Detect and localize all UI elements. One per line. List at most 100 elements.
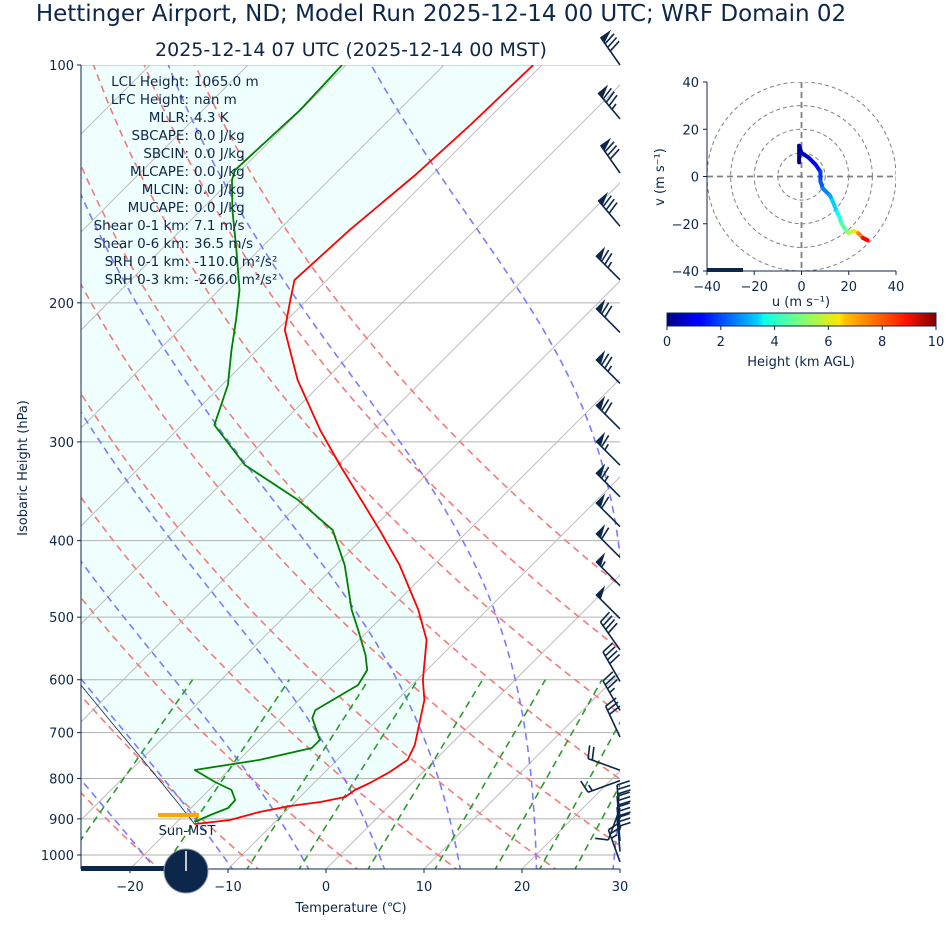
barb-full	[616, 812, 630, 819]
barb-flag	[595, 585, 606, 600]
barb-full	[600, 466, 610, 479]
barb-half	[600, 561, 606, 568]
barb-flag	[598, 191, 609, 206]
stat-label: SRH 0-3 km:	[105, 272, 189, 288]
wind-barb	[616, 791, 631, 831]
y-tick-label: 800	[49, 772, 74, 787]
dry-adiabat-line	[81, 596, 359, 869]
y-axis-ticks: 100 200 300 400 500 600 700 800 900 1000	[41, 59, 81, 864]
colorbar-label: Height (km AGL)	[747, 355, 855, 370]
x-tick-label: 30	[612, 880, 629, 895]
barb-full	[609, 826, 622, 835]
hodograph: −40−40 −20 −20 0 0 20 20 40 40 u (m s⁻¹) v (m s⁻…	[653, 76, 904, 310]
barb-full	[591, 746, 595, 761]
barb-full	[604, 141, 615, 153]
stat-value: -266.0 m²/s²	[194, 272, 277, 288]
hodograph-progress-bar	[707, 268, 743, 272]
mixing-ratio-line	[538, 720, 620, 869]
wind-barb	[595, 493, 621, 528]
mixing-ratio-line	[367, 679, 484, 869]
barb-half	[611, 103, 617, 110]
hodo-y-tick-label: 40	[682, 76, 699, 91]
barb-full	[609, 654, 621, 665]
y-tick-label: 200	[49, 297, 74, 312]
isotherm-line	[227, 476, 620, 869]
hodograph-x-label: u (m s⁻¹)	[772, 295, 830, 310]
barb-flag	[595, 493, 606, 508]
stat-value: 7.1 m/s	[194, 218, 245, 234]
cin-area	[81, 65, 534, 825]
temperature-line	[194, 65, 534, 825]
hodograph-trace	[797, 143, 870, 243]
barb-staff	[616, 784, 621, 819]
y-tick-label: 600	[49, 674, 74, 689]
barb-full	[605, 91, 615, 103]
dry-adiabats	[81, 65, 620, 869]
stat-value: -110.0 m²/s²	[194, 254, 277, 270]
wind-barb	[599, 611, 621, 651]
barb-flag	[600, 29, 612, 43]
barb-full	[604, 356, 613, 369]
stat-value: 0.0 J/kg	[194, 200, 245, 216]
barb-full	[607, 701, 619, 711]
mixing-ratio-line	[298, 679, 419, 869]
barb-full	[617, 789, 631, 795]
hodograph-segment	[860, 235, 870, 243]
stat-value: 0.0 J/kg	[194, 128, 245, 144]
x-tick-label: 0	[322, 880, 330, 895]
hodo-y-tick-label: −40	[672, 265, 699, 280]
barb-full	[607, 144, 618, 156]
barb-half	[607, 261, 613, 269]
barb-full	[617, 811, 631, 817]
wind-barb	[595, 552, 621, 587]
barb-full	[607, 622, 618, 634]
colorbar-gradient	[666, 312, 937, 327]
barb-full	[604, 252, 613, 265]
barb-full	[600, 435, 610, 448]
isotherm-line	[81, 280, 620, 821]
barb-staff	[604, 705, 621, 738]
wind-barbs	[580, 29, 631, 863]
barb-staff	[602, 651, 621, 682]
barb-full	[616, 791, 630, 797]
barb-full	[617, 821, 631, 828]
barb-full	[606, 650, 618, 661]
moist-adiabat-line	[81, 410, 386, 869]
moist-adiabat-line	[81, 778, 157, 869]
barb-full	[600, 353, 610, 366]
barb-flag	[595, 395, 606, 411]
wind-barb	[595, 246, 621, 281]
stat-value: 0.0 J/kg	[194, 146, 245, 162]
colorbar-tick-label: 8	[878, 335, 886, 350]
isotherm-line	[81, 84, 620, 625]
hodo-x-tick-label: 40	[888, 280, 905, 295]
mixing-ratio-line	[434, 679, 547, 869]
barb-full	[595, 837, 609, 841]
barb-half	[607, 365, 613, 372]
barb-full	[608, 705, 621, 715]
stat-label: LCL Height:	[111, 74, 189, 90]
stat-label: MUCAPE:	[128, 200, 189, 216]
stat-label: MLCIN:	[142, 182, 189, 198]
barb-flag	[595, 246, 606, 261]
barb-half	[604, 443, 610, 451]
hodo-x-tick-label: 0	[797, 280, 805, 295]
profiles	[81, 65, 534, 825]
wind-barb	[595, 431, 621, 466]
barb-full	[599, 611, 611, 623]
sun-indicator-bar	[158, 813, 199, 817]
barb-full	[608, 202, 618, 214]
wind-barb	[597, 84, 621, 120]
colorbar-tick-label: 0	[663, 335, 671, 350]
barb-flag	[595, 350, 606, 365]
x-tick-label: −10	[214, 880, 241, 895]
stat-label: MLLR:	[149, 110, 189, 126]
barb-full	[602, 615, 613, 627]
wind-barb	[602, 671, 621, 711]
stat-value: 0.0 J/kg	[194, 182, 245, 198]
clock-icon	[163, 848, 209, 894]
barb-staff	[599, 36, 621, 66]
barb-full	[600, 302, 610, 315]
isotherm-line	[423, 672, 620, 869]
barb-staff	[602, 680, 621, 711]
